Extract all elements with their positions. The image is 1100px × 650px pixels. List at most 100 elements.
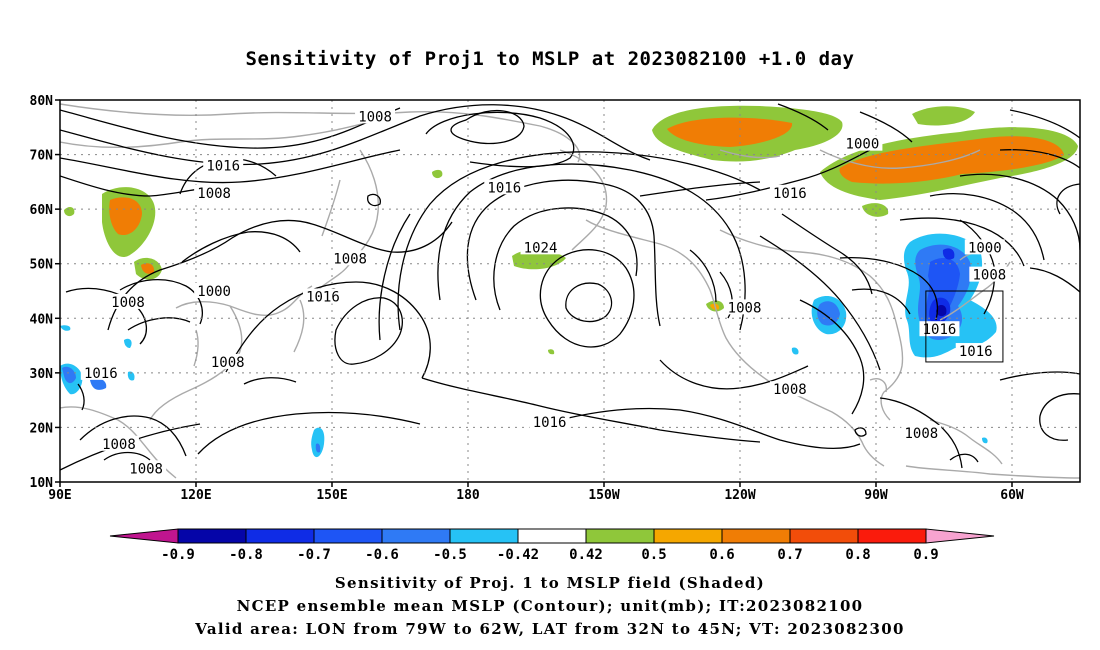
contour-label: 1000: [968, 240, 1002, 256]
colorbar-tick-label: 0.42: [569, 547, 603, 563]
contour-label: 1008: [211, 355, 245, 371]
colorbar-high-arrow: [925, 528, 995, 544]
caption-contour: NCEP ensemble mean MSLP (Contour); unit(…: [236, 597, 864, 615]
colorbar-tick-label: 0.5: [641, 547, 666, 563]
contour-label: 1016: [487, 180, 521, 196]
lon-label: 120W: [724, 488, 755, 503]
contour-label: 1008: [728, 300, 762, 316]
contour-label: 1008: [102, 437, 136, 453]
colorbar-legend: -0.9 -0.8 -0.7 -0.6 -0.5 -0.42 0.42 0.5 0.6 0.7 0.…: [109, 528, 995, 563]
colorbar-tick-label: -0.6: [365, 547, 399, 563]
contour-label-bg: [901, 424, 942, 440]
colorbar-tick-label: 0.9: [913, 547, 938, 563]
contour-label-bg: [769, 381, 810, 397]
map-title: Sensitivity of Proj1 to MSLP at 20230821…: [245, 48, 855, 70]
contour-label-bg: [203, 157, 244, 173]
contour-label-bg: [194, 184, 235, 200]
colorbar-tick-label: 0.8: [845, 547, 870, 563]
contour-label: 1016: [959, 344, 993, 360]
contour-label-bg: [355, 108, 396, 124]
lon-label: 90E: [48, 488, 71, 503]
plot-frame: [59, 99, 1081, 483]
contour-label: 1000: [197, 284, 231, 300]
contour-label-bg: [126, 460, 167, 476]
lon-label: 150W: [588, 488, 619, 503]
contour-label: 1008: [972, 268, 1006, 284]
lat-label: 80N: [30, 94, 54, 109]
contour-label: 1024: [524, 240, 558, 256]
contour-label: 1008: [358, 109, 392, 125]
lat-label: 20N: [30, 421, 54, 436]
lon-label: 60W: [1000, 488, 1024, 503]
latitude-axis: 80N 70N 60N 50N 40N 30N 20N 10N: [30, 94, 60, 491]
colorbar-tick-label: -0.9: [161, 547, 195, 563]
lon-label: 150E: [316, 488, 347, 503]
contour-label-bg: [330, 250, 371, 266]
colorbar-swatch: [789, 528, 859, 544]
colorbar-swatch: [721, 528, 791, 544]
lat-label: 10N: [30, 476, 54, 491]
lat-label: 60N: [30, 203, 54, 218]
contour-label: 1008: [773, 382, 807, 398]
contour-label: 1008: [904, 426, 938, 442]
contour-label-bg: [529, 413, 570, 429]
contour-label: 1008: [129, 461, 163, 477]
valid-area-box: [925, 290, 1004, 363]
contour-label-bg: [969, 266, 1010, 282]
longitude-axis: 90E 120E 150E 180 150W 120W 90W 60W: [48, 482, 1024, 503]
contour-label: 1008: [111, 295, 145, 311]
contour-label-bg: [964, 239, 1005, 255]
colorbar-tick-label: 0.7: [777, 547, 802, 563]
sensitivity-map: 1008101610081008100010081008101610161024…: [30, 94, 1081, 563]
contour-label-bg: [98, 435, 139, 451]
lon-label: 90W: [864, 488, 888, 503]
caption-shaded: Sensitivity of Proj. 1 to MSLP field (Sh…: [334, 574, 766, 592]
contour-label-bg: [484, 179, 525, 195]
contour-label-bg: [207, 353, 248, 369]
lat-label: 70N: [30, 149, 54, 164]
contour-label: 1016: [206, 158, 240, 174]
contour-labels: 1008101610081008100010081008101610161024…: [80, 108, 1010, 477]
contour-label: 1000: [846, 137, 880, 153]
colorbar-swatch: [449, 528, 519, 544]
colorbar-swatch: [313, 528, 383, 544]
contour-label: 1016: [773, 186, 807, 202]
colorbar-tick-label: 0.6: [709, 547, 734, 563]
contour-label-bg: [769, 184, 810, 200]
contour-label: 1016: [533, 415, 567, 431]
colorbar-swatch: [653, 528, 723, 544]
colorbar-swatch: [585, 528, 655, 544]
colorbar-tick-label: -0.8: [229, 547, 263, 563]
colorbar-swatch: [177, 528, 247, 544]
contour-label-bg: [194, 283, 235, 298]
colorbar-low-arrow: [109, 528, 179, 544]
colorbar-swatch: [245, 528, 315, 544]
contour-label-bg: [842, 135, 883, 151]
contour-label: 1016: [923, 322, 957, 338]
contour-label-bg: [919, 321, 960, 337]
positive-sensitivity-shading: [64, 105, 1078, 355]
colorbar-swatch: [517, 528, 587, 544]
lat-label: 30N: [30, 367, 54, 382]
colorbar-tick-label: -0.5: [433, 547, 467, 563]
colorbar-swatch: [857, 528, 927, 544]
contour-label: 1008: [333, 251, 367, 267]
contour-label: 1008: [197, 186, 231, 202]
contour-label: 1016: [306, 289, 340, 305]
lon-label: 120E: [180, 488, 211, 503]
contour-label-bg: [955, 343, 996, 359]
colorbar-tick-label: -0.7: [297, 547, 331, 563]
colorbar-tick-label: -0.42: [497, 547, 539, 563]
caption-valid-area: Valid area: LON from 79W to 62W, LAT fro…: [195, 620, 905, 638]
lat-lon-grid: [60, 100, 1080, 482]
contour-label: 1016: [84, 366, 118, 382]
contour-label-bg: [724, 299, 765, 315]
contour-label-bg: [302, 288, 343, 304]
contour-label-bg: [108, 293, 148, 309]
contour-label-bg: [520, 239, 561, 255]
lat-label: 40N: [30, 312, 54, 327]
lat-label: 50N: [30, 258, 54, 273]
lon-label: 180: [456, 488, 480, 503]
colorbar-swatch: [381, 528, 451, 544]
contour-label-bg: [80, 364, 121, 380]
